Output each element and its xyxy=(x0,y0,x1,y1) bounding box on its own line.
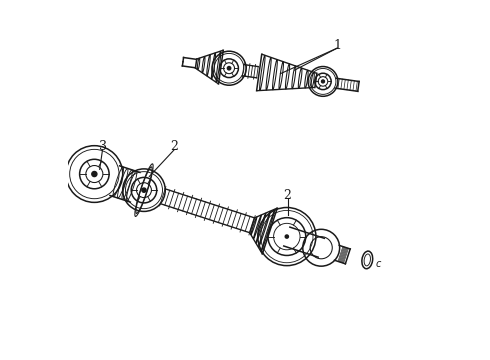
Circle shape xyxy=(142,188,146,192)
Text: c: c xyxy=(376,259,381,269)
Text: 2: 2 xyxy=(170,140,178,153)
Circle shape xyxy=(321,80,324,83)
Text: 3: 3 xyxy=(98,140,106,153)
Circle shape xyxy=(92,171,97,177)
Text: 2: 2 xyxy=(284,189,292,202)
Text: 1: 1 xyxy=(333,39,341,52)
Circle shape xyxy=(227,67,231,70)
Circle shape xyxy=(285,234,289,239)
